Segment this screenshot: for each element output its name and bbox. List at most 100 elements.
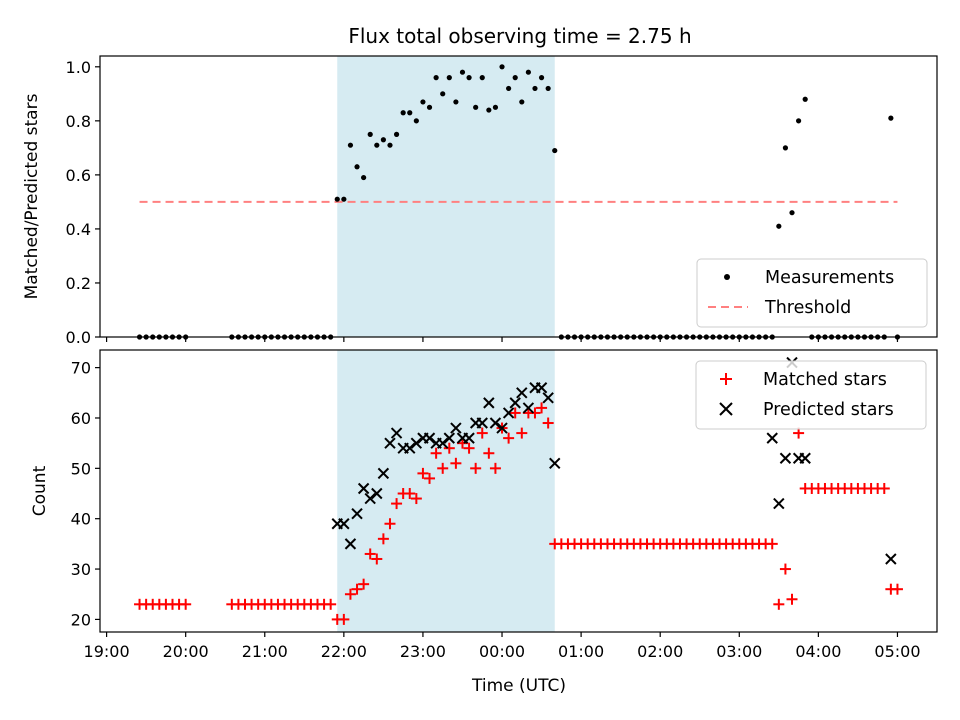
predicted-stars-point (502, 407, 515, 419)
matched-stars-point (891, 583, 903, 595)
legend-matched-label: Matched stars (763, 370, 887, 390)
matched-stars-point (410, 493, 422, 505)
y-tick-label: 40 (71, 510, 91, 529)
y-tick-label: 70 (71, 359, 91, 378)
y-tick-label: 30 (71, 560, 91, 579)
matched-stars-point (483, 447, 495, 459)
matched-stars-point (509, 407, 521, 419)
predicted-stars-point (549, 457, 561, 470)
matched-stars-point (437, 462, 449, 474)
matched-stars-point (358, 578, 370, 590)
measurement-point (367, 131, 373, 137)
x-tick-label: 03:00 (716, 642, 762, 661)
measurement-point (479, 75, 485, 81)
predicted-stars-point (404, 442, 416, 454)
y-tick-label: 0.4 (66, 220, 91, 239)
measurement-point (519, 99, 525, 105)
predicted-stars-point (766, 432, 778, 444)
bottom-x-axis: 19:00 20:00 21:00 22:00 23:00 00:00 01:00 02:00… (84, 632, 921, 661)
predicted-stars-series (331, 356, 897, 565)
measurement-point (354, 164, 360, 170)
matched-stars-point (516, 427, 528, 439)
measurement-point (473, 104, 479, 110)
matched-stars-point (338, 613, 350, 625)
predicted-stars-point (522, 402, 535, 414)
measurement-point (420, 99, 426, 105)
predicted-stars-point (377, 467, 390, 480)
x-tick-label: 04:00 (795, 642, 841, 661)
x-axis-label: Time (UTC) (471, 676, 566, 696)
legend-measurements-label: Measurements (765, 268, 894, 288)
matched-stars-point (325, 598, 337, 610)
predicted-stars-point (476, 417, 488, 429)
measurement-point (347, 142, 354, 148)
matched-stars-point (786, 593, 798, 605)
matched-stars-point (779, 563, 791, 575)
measurement-point (433, 75, 439, 81)
top-y-axis: 0.0 0.2 0.4 0.6 0.8 1.0 (66, 58, 100, 347)
matched-stars-point (773, 598, 785, 610)
measurement-point (492, 104, 499, 110)
measurement-point (393, 131, 400, 137)
predicted-stars-point (516, 387, 528, 399)
matched-stars-point (424, 472, 436, 484)
measurement-point (888, 115, 894, 121)
measurement-point (789, 210, 795, 216)
matched-stars-point (180, 598, 192, 610)
measurement-point (413, 118, 419, 124)
measurement-point (361, 174, 367, 181)
matched-stars-point (489, 462, 501, 474)
x-tick-label: 02:00 (637, 642, 683, 661)
matched-stars-point (542, 417, 554, 429)
predicted-stars-point (384, 437, 396, 449)
measurement-point (782, 145, 789, 151)
measurement-point (341, 196, 347, 202)
matched-stars-point (470, 462, 482, 474)
predicted-stars-point (357, 482, 370, 495)
matched-stars-point (450, 457, 462, 469)
bottom-y-axis: 20 30 40 50 60 70 (71, 359, 100, 629)
bottom-legend-box (695, 360, 927, 430)
x-tick-label: 23:00 (400, 642, 446, 661)
matched-stars-point (404, 488, 416, 500)
matched-stars-point (766, 538, 778, 550)
x-tick-label: 05:00 (874, 642, 920, 661)
predicted-stars-point (489, 417, 502, 429)
legend-matched-marker (720, 373, 732, 385)
predicted-stars-point (450, 422, 462, 434)
y-tick-label: 20 (71, 610, 91, 629)
bottom-legend: Matched stars Predicted stars (695, 360, 927, 430)
measurement-point (459, 69, 466, 75)
y-tick-label: 50 (71, 459, 91, 478)
matched-stars-point (476, 427, 488, 439)
measurement-point (525, 69, 531, 75)
measurement-point (532, 85, 538, 92)
legend-threshold-label: Threshold (764, 298, 851, 318)
predicted-stars-point (496, 422, 508, 434)
measurement-point (453, 99, 459, 105)
predicted-stars-point (344, 538, 357, 550)
predicted-stars-point (509, 397, 521, 409)
measurement-point (374, 142, 380, 148)
legend-measurements-marker (724, 274, 730, 280)
top-axes-frame (99, 55, 938, 338)
y-tick-label: 0.8 (66, 112, 91, 131)
matched-stars-point (344, 588, 356, 600)
predicted-stars-point (779, 452, 792, 464)
top-y-axis-label: Matched/Predicted stars (22, 93, 42, 299)
measurement-point (499, 64, 505, 70)
measurement-point (407, 110, 413, 116)
y-tick-label: 1.0 (66, 58, 91, 77)
predicted-stars-point (885, 553, 897, 565)
measurement-point (334, 196, 340, 202)
predicted-stars-point (443, 432, 456, 444)
predicted-stars-point (351, 507, 363, 520)
measurement-point (545, 85, 551, 92)
matched-stars-point (463, 442, 475, 454)
matched-stars-point (364, 548, 376, 560)
y-tick-label: 0.2 (66, 274, 91, 293)
predicted-stars-point (364, 492, 376, 505)
top-legend-box (696, 258, 928, 328)
matched-stars-point (391, 498, 403, 510)
predicted-stars-point (338, 518, 350, 530)
